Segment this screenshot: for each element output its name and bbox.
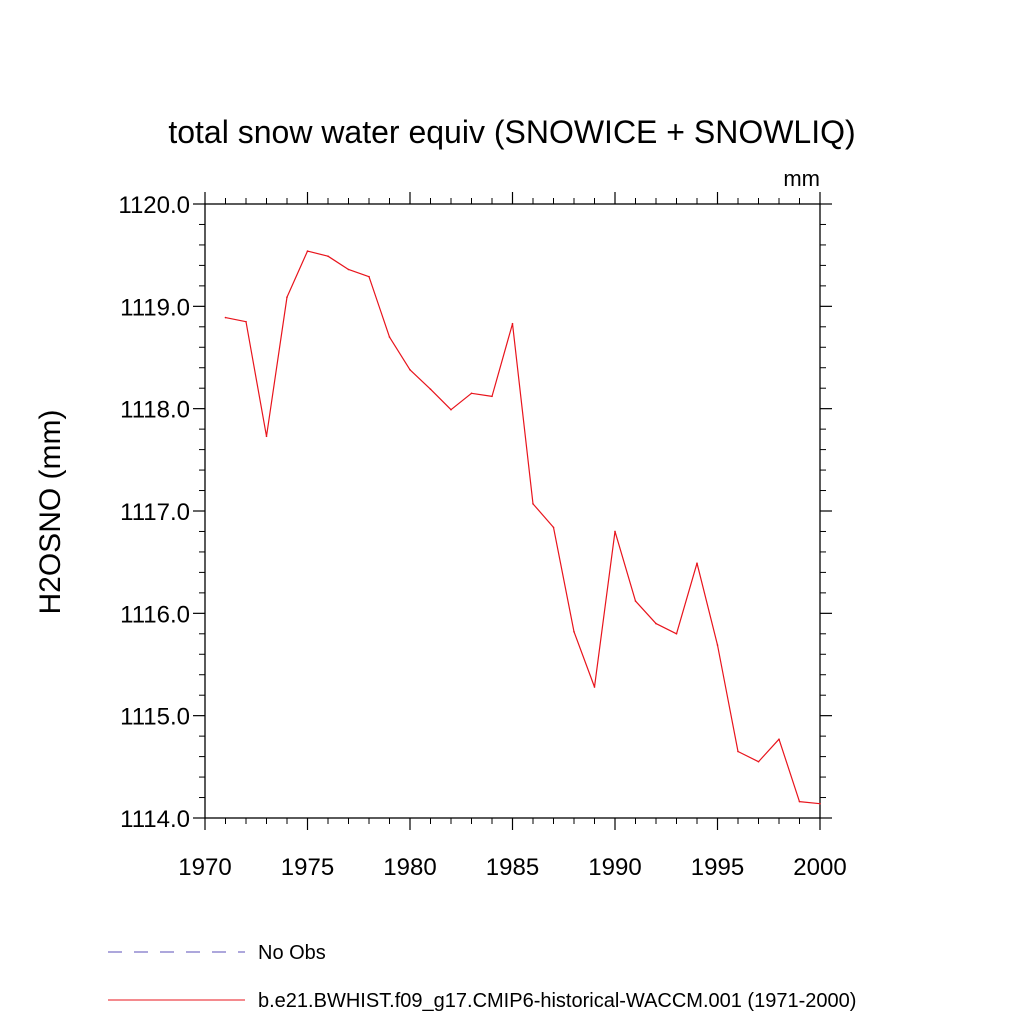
data-point bbox=[491, 395, 493, 398]
data-point bbox=[696, 562, 698, 564]
data-point bbox=[347, 268, 350, 271]
x-tick-label: 1985 bbox=[486, 854, 539, 881]
data-point bbox=[245, 320, 247, 323]
legend-label-0: No Obs bbox=[258, 942, 326, 964]
data-point bbox=[798, 800, 801, 803]
data-point bbox=[675, 633, 678, 635]
y-tick-label: 1114.0 bbox=[120, 806, 190, 833]
y-tick-label: 1115.0 bbox=[120, 704, 190, 731]
data-point bbox=[552, 526, 555, 529]
data-point bbox=[327, 255, 329, 257]
data-point bbox=[511, 322, 514, 325]
data-point bbox=[388, 336, 391, 338]
y-tick-label: 1120.0 bbox=[118, 192, 190, 219]
y-tick-label: 1117.0 bbox=[120, 499, 190, 526]
x-tick-label: 1975 bbox=[281, 854, 334, 881]
x-tick-label: 1970 bbox=[178, 854, 231, 881]
data-point bbox=[737, 750, 739, 753]
series-layer bbox=[224, 250, 821, 805]
y-tick-label: 1119.0 bbox=[120, 294, 190, 321]
data-point bbox=[634, 600, 637, 602]
data-point bbox=[573, 630, 575, 633]
data-point bbox=[778, 738, 780, 741]
data-point bbox=[757, 760, 760, 763]
data-point bbox=[655, 622, 657, 625]
data-point bbox=[450, 408, 452, 411]
y-tick-label: 1118.0 bbox=[120, 397, 190, 424]
x-tick-label: 1995 bbox=[691, 854, 744, 881]
data-point bbox=[224, 316, 227, 319]
y-axis-label: H2OSNO (mm) bbox=[34, 410, 67, 615]
data-point bbox=[409, 368, 411, 371]
data-point bbox=[593, 686, 596, 688]
data-point bbox=[614, 530, 616, 533]
legend-label-1: b.e21.BWHIST.f09_g17.CMIP6-historical-WA… bbox=[258, 990, 856, 1012]
plot-frame bbox=[204, 203, 821, 819]
units-label: mm bbox=[783, 166, 820, 191]
data-point bbox=[368, 275, 370, 278]
data-point bbox=[286, 296, 288, 298]
axis-ticks: 1970 1975 1980 1985 1990 1995 2000 1114.0 1115.0… bbox=[118, 192, 847, 881]
x-tick-label: 2000 bbox=[793, 854, 846, 881]
data-point bbox=[470, 392, 473, 395]
x-tick-label: 1990 bbox=[588, 854, 641, 881]
chart-title: total snow water equiv (SNOWICE + SNOWLI… bbox=[168, 114, 855, 150]
x-tick-label: 1980 bbox=[383, 854, 436, 881]
data-point bbox=[532, 503, 534, 505]
y-tick-label: 1116.0 bbox=[120, 601, 190, 628]
legend: No Obs b.e21.BWHIST.f09_g17.CMIP6-histori… bbox=[108, 942, 856, 1012]
data-point bbox=[306, 250, 309, 252]
data-point bbox=[819, 802, 821, 805]
data-point bbox=[429, 388, 432, 391]
data-point bbox=[716, 644, 719, 646]
data-point bbox=[265, 435, 268, 438]
series-line-1 bbox=[225, 250, 821, 805]
